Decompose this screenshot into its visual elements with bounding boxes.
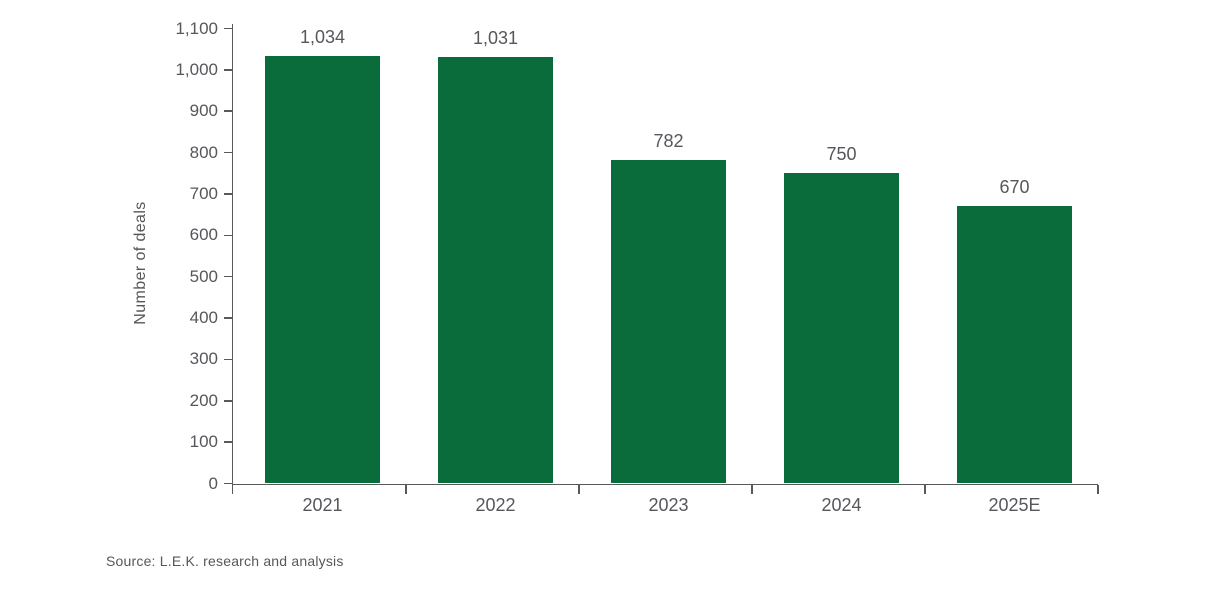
y-tick-label: 200 xyxy=(189,390,218,410)
bar-value-label: 670 xyxy=(999,177,1030,198)
x-tick-label: 2021 xyxy=(302,495,343,515)
y-tick xyxy=(224,358,232,361)
source-note: Source: L.E.K. research and analysis xyxy=(106,553,344,569)
y-tick xyxy=(224,275,232,278)
y-tick xyxy=(224,234,232,237)
y-tick xyxy=(224,317,232,319)
bar-2021 xyxy=(265,55,380,484)
y-tick-label: 500 xyxy=(189,266,218,286)
bar-2024 xyxy=(784,173,899,484)
y-tick-label: 1,000 xyxy=(175,59,218,79)
bar-2023 xyxy=(611,160,726,484)
y-tick-label: 600 xyxy=(189,225,218,245)
bar-value-label: 782 xyxy=(653,131,684,152)
y-tick xyxy=(224,441,232,443)
y-tick-label: 900 xyxy=(189,101,218,121)
bar-2025E xyxy=(957,206,1072,484)
x-tick xyxy=(1097,485,1099,494)
x-tick-label: 2024 xyxy=(821,495,862,515)
y-axis-title: Number of deals xyxy=(132,201,149,325)
x-tick xyxy=(924,485,926,494)
x-tick xyxy=(751,485,753,494)
y-tick-label: 1,100 xyxy=(175,18,218,38)
x-tick xyxy=(405,485,407,494)
y-tick-label: 300 xyxy=(189,349,218,369)
bar-2022 xyxy=(438,57,553,484)
bar-value-label: 750 xyxy=(826,144,857,165)
y-tick xyxy=(224,151,232,154)
y-tick xyxy=(224,482,232,485)
bar-value-label: 1,031 xyxy=(472,28,519,49)
y-axis-line xyxy=(231,24,233,494)
y-tick-label: 400 xyxy=(189,308,218,328)
y-tick xyxy=(224,110,232,112)
y-tick-label: 700 xyxy=(189,183,218,203)
x-axis-line xyxy=(233,483,1098,485)
bar-value-label: 1,034 xyxy=(299,26,346,47)
x-tick xyxy=(578,485,580,494)
y-tick xyxy=(224,69,232,71)
y-tick-label: 0 xyxy=(208,473,218,493)
x-tick-label: 2022 xyxy=(475,495,516,515)
y-tick-label: 800 xyxy=(189,142,218,162)
y-tick xyxy=(224,193,232,195)
y-tick-label: 100 xyxy=(189,432,218,452)
y-tick xyxy=(224,27,232,30)
x-tick-label: 2025E xyxy=(988,495,1041,515)
y-tick xyxy=(224,400,232,402)
x-tick-label: 2023 xyxy=(648,495,689,515)
